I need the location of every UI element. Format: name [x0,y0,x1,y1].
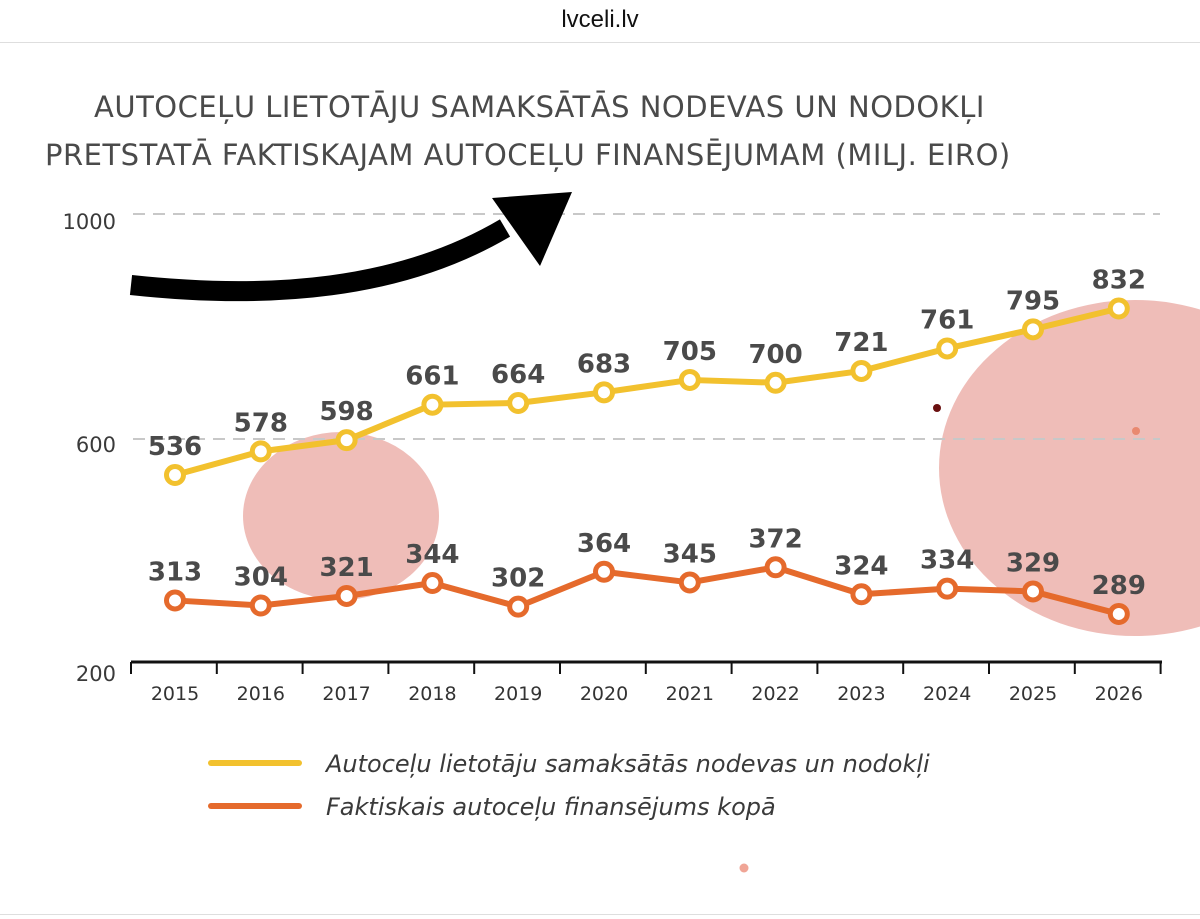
x-axis-ticks: 2015 2016 2017 2018 2019 2020 2021 2022 2023 2024… [151,683,1143,705]
chart-title: AUTOCEĻU LIETOTĀJU SAMAKSĀTĀS NODEVAS UN… [45,90,1011,172]
title-line-2: PRETSTATĀ FAKTISKAJAM AUTOCEĻU FINANSĒJU… [45,138,1011,172]
legend: Autoceļu lietotāju samaksātās nodevas un… [208,750,930,821]
series-1-point [936,337,959,360]
x-axis [130,660,1162,674]
series-2-data-label: 313 [148,557,202,587]
series-2-data-label: 334 [920,546,974,576]
title-line-1: AUTOCEĻU LIETOTĀJU SAMAKSĀTĀS NODEVAS UN… [94,90,985,124]
overlay-dot-dark [933,404,941,412]
series-2: 313 304 321 344 302 364 345 372 324 334 329 289 [148,524,1146,625]
bottom-divider [0,914,1200,919]
series-2-point [164,589,186,612]
y-tick-label-1000: 1000 [63,210,116,234]
series-2-data-label: 372 [748,524,802,554]
series-2-data-label: 345 [663,539,717,569]
series-2-data-label: 344 [405,540,459,570]
series-1-point [164,464,186,486]
legend-label-2: Faktiskais autoceļu finansējums kopā [326,793,776,821]
series-2-point [335,584,358,607]
series-1-point [335,429,358,452]
series-1-data-label: 795 [1006,286,1060,316]
series-2-data-label: 364 [577,529,631,559]
x-tick-label-2021: 2021 [666,683,714,705]
x-tick-label-2017: 2017 [322,683,370,705]
x-tick-label-2023: 2023 [837,683,885,705]
series-1-line [172,305,1122,478]
series-2-data-label: 302 [491,564,545,594]
y-tick-label-200: 200 [76,662,116,686]
series-2-point [507,595,530,618]
series-1-data-label: 832 [1092,266,1146,296]
y-axis-ticks: 200 600 1000 [63,210,116,686]
overlay-circle-left [243,432,439,600]
series-2-point [850,583,873,606]
x-tick-label-2018: 2018 [408,683,456,705]
series-2-point [1022,580,1044,603]
legend-item-1: Autoceļu lietotāju samaksātās nodevas un… [208,750,930,778]
x-tick-label-2026: 2026 [1095,683,1143,705]
site-domain[interactable]: lvceli.lv [561,6,639,33]
series-1-data-label: 683 [577,349,631,379]
series-1-data-label: 661 [405,362,459,392]
series-1-data-label: 664 [491,360,545,390]
series-2-point [764,556,787,579]
series-2-point [678,571,701,594]
x-tick-label-2020: 2020 [580,683,628,705]
series-1-point [1022,318,1044,341]
series-1-data-label: 721 [834,328,888,358]
series-1-data-label: 598 [319,397,373,427]
y-tick-label-600: 600 [76,433,116,457]
series-2-point [936,577,959,600]
series-1: 536 578 598 661 664 683 705 700 721 761 795 832 [148,266,1146,486]
legend-item-2: Faktiskais autoceļu finansējums kopā [208,793,776,821]
x-tick-label-2024: 2024 [923,683,971,705]
series-2-point [249,594,272,617]
overlay-circle-right [939,300,1200,636]
series-2-data-label: 289 [1092,571,1146,601]
x-tick-label-2025: 2025 [1009,683,1057,705]
series-2-data-label: 329 [1006,548,1060,578]
arrow-annotation [129,192,572,302]
series-1-data-label: 536 [148,432,202,462]
series-2-data-label: 324 [834,551,888,581]
series-1-data-label: 705 [663,337,717,367]
series-1-point [764,371,787,394]
x-tick-label-2022: 2022 [751,683,799,705]
series-2-data-label: 321 [319,553,373,583]
x-tick-label-2015: 2015 [151,683,199,705]
series-2-point [421,572,444,594]
arrow-head [492,192,572,266]
series-1-data-label: 578 [234,408,288,438]
x-tick-label-2016: 2016 [237,683,285,705]
legend-label-1: Autoceļu lietotāju samaksātās nodevas un… [324,750,930,778]
series-2-data-label: 304 [234,563,288,593]
series-1-point [421,393,444,416]
series-2-point [1107,602,1130,625]
series-1-data-label: 700 [748,340,802,370]
series-1-point [507,392,530,414]
browser-address-bar: lvceli.lv [0,0,1200,43]
overlay-shapes [243,300,1200,873]
series-2-line [172,564,1122,617]
series-1-data-label: 761 [920,305,974,335]
x-tick-label-2019: 2019 [494,683,542,705]
overlay-dot-small [1132,427,1140,435]
series-1-point [850,359,873,382]
arrow-shaft [129,219,511,302]
series-1-point [678,368,701,391]
series-1-point [593,381,615,404]
overlay-dot-bottom [739,863,749,873]
series-1-point [249,440,272,463]
series-2-point [593,560,615,583]
grid-lines [133,213,1160,440]
series-1-point [1107,297,1130,320]
